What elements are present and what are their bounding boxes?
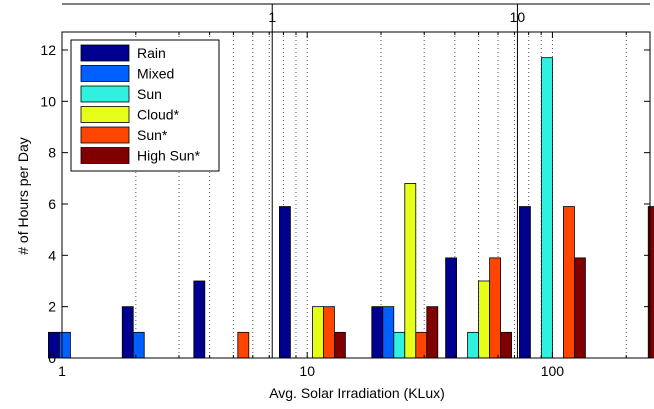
bar-high-sun bbox=[426, 306, 439, 359]
bar-cloud bbox=[404, 183, 417, 359]
top-axis-tick-label: 10 bbox=[510, 9, 526, 25]
y-tick-label: 2 bbox=[48, 299, 56, 315]
top-axis-tick-label: 1 bbox=[268, 9, 276, 25]
legend-swatch bbox=[80, 147, 130, 164]
legend-label: Mixed bbox=[137, 66, 174, 82]
bar-sun bbox=[489, 257, 502, 359]
y-tick-label: 4 bbox=[48, 247, 56, 263]
bar-sun bbox=[393, 331, 406, 359]
x-axis-label: Avg. Solar Irradiation (KLux) bbox=[269, 385, 445, 401]
plot-frame bbox=[61, 31, 651, 359]
legend-label: Sun bbox=[137, 86, 162, 102]
bar-rain bbox=[193, 280, 206, 359]
bar-rain bbox=[121, 306, 134, 359]
bar-sun bbox=[415, 331, 428, 359]
bar-mixed bbox=[382, 306, 395, 359]
bar-rain bbox=[445, 257, 458, 359]
bar-high-sun bbox=[500, 331, 513, 359]
bar-rain bbox=[279, 206, 291, 359]
legend-label: Cloud* bbox=[137, 107, 180, 123]
bar-rain bbox=[371, 306, 384, 359]
x-tick-label: 10 bbox=[299, 363, 315, 379]
legend-swatch bbox=[80, 106, 130, 123]
legend-label: Sun* bbox=[137, 127, 168, 143]
bar-rain bbox=[519, 206, 531, 359]
bar-sun bbox=[467, 331, 480, 359]
bar-cloud bbox=[312, 306, 324, 359]
y-tick-label: 10 bbox=[40, 93, 56, 109]
bar-mixed bbox=[132, 331, 145, 359]
legend-swatch bbox=[80, 44, 130, 62]
legend: Rain Mixed Sun Cloud* Sun* High Sun* bbox=[70, 39, 220, 172]
y-axis-label: # of Hours per Day bbox=[15, 137, 31, 255]
bar-sun bbox=[563, 206, 575, 359]
bars-layer bbox=[48, 57, 654, 359]
y-tick-label: 8 bbox=[48, 145, 56, 161]
legend-label: Rain bbox=[137, 45, 166, 61]
bar-mixed bbox=[59, 331, 71, 359]
legend-label: High Sun* bbox=[137, 148, 201, 164]
bar-sun bbox=[323, 306, 335, 359]
x-tick-label: 1 bbox=[58, 363, 66, 379]
bar-high-sun bbox=[647, 206, 654, 359]
bar-high-sun bbox=[574, 257, 586, 359]
bar-sun bbox=[541, 57, 553, 359]
legend-swatch bbox=[80, 126, 130, 144]
y-tick-label: 12 bbox=[40, 42, 56, 58]
legend-swatch bbox=[80, 85, 130, 103]
axes-layer: 1 10 100 0 2 4 6 8 10 12 1 10 bbox=[40, 3, 651, 379]
bar-high-sun bbox=[334, 331, 346, 359]
y-tick-label: 0 bbox=[48, 350, 56, 366]
y-tick-label: 6 bbox=[48, 196, 56, 212]
legend-swatch bbox=[80, 65, 130, 82]
bar-sun bbox=[237, 331, 250, 359]
x-tick-label: 100 bbox=[541, 363, 565, 379]
bar-cloud bbox=[478, 280, 491, 359]
